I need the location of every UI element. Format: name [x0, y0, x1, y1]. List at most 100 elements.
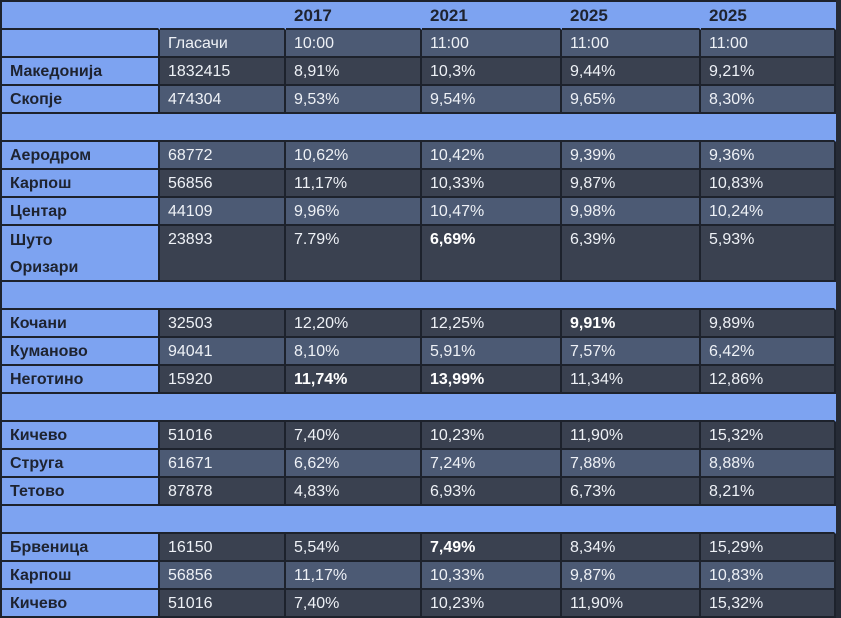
region-name: Кичево [2, 590, 160, 618]
table-row: Брвеница 16150 5,54% 7,49% 8,34% 15,29% [2, 534, 836, 562]
pct-2025a: 7,88% [562, 450, 701, 478]
pct-2021: 13,99% [422, 366, 562, 394]
pct-2025a: 9,87% [562, 562, 701, 590]
pct-2025b: 5,93% [701, 226, 836, 282]
region-name: Скопје [2, 86, 160, 114]
table-body: Македонија 1832415 8,91% 10,3% 9,44% 9,2… [2, 58, 836, 618]
voters-count: 87878 [160, 478, 286, 506]
pct-2025b: 12,86% [701, 366, 836, 394]
pct-2025a: 11,90% [562, 590, 701, 618]
voters-header: Гласачи [160, 30, 286, 58]
table-row: Куманово 94041 8,10% 5,91% 7,57% 6,42% [2, 338, 836, 366]
time-header-row: Гласачи 10:00 11:00 11:00 11:00 [2, 30, 836, 58]
pct-2017: 9,53% [286, 86, 422, 114]
table-row: Аеродром 68772 10,62% 10,42% 9,39% 9,36% [2, 142, 836, 170]
voters-count: 51016 [160, 590, 286, 618]
time-header-2021: 11:00 [422, 30, 562, 58]
spacer-row [2, 394, 836, 422]
pct-2021: 10,23% [422, 422, 562, 450]
table-row: Карпош 56856 11,17% 10,33% 9,87% 10,83% [2, 562, 836, 590]
voters-count: 68772 [160, 142, 286, 170]
pct-2021: 10,42% [422, 142, 562, 170]
pct-2025a: 6,39% [562, 226, 701, 282]
spacer-cell [2, 114, 836, 142]
pct-2025b: 8,21% [701, 478, 836, 506]
pct-2021: 7,49% [422, 534, 562, 562]
time-header-2025a: 11:00 [562, 30, 701, 58]
time-header-2025b: 11:00 [701, 30, 836, 58]
pct-2021: 6,93% [422, 478, 562, 506]
pct-2021: 7,24% [422, 450, 562, 478]
table-row: Шуто Оризари 23893 7.79% 6,69% 6,39% 5,9… [2, 226, 836, 282]
pct-2025a: 7,57% [562, 338, 701, 366]
pct-2017: 7,40% [286, 422, 422, 450]
pct-2021: 12,25% [422, 310, 562, 338]
pct-2021: 6,69% [422, 226, 562, 282]
voters-count: 1832415 [160, 58, 286, 86]
table-row: Струга 61671 6,62% 7,24% 7,88% 8,88% [2, 450, 836, 478]
table-row: Македонија 1832415 8,91% 10,3% 9,44% 9,2… [2, 58, 836, 86]
pct-2025b: 10,24% [701, 198, 836, 226]
time-header-2017: 10:00 [286, 30, 422, 58]
pct-2017: 9,96% [286, 198, 422, 226]
region-name: Неготино [2, 366, 160, 394]
year-header-2021: 2021 [422, 2, 562, 30]
region-name: Струга [2, 450, 160, 478]
corner-cell [2, 2, 160, 30]
pct-2025a: 9,65% [562, 86, 701, 114]
year-header-2017: 2017 [286, 2, 422, 30]
table-row: Кичево 51016 7,40% 10,23% 11,90% 15,32% [2, 590, 836, 618]
pct-2017: 7,40% [286, 590, 422, 618]
spacer-cell [2, 506, 836, 534]
pct-2025b: 9,89% [701, 310, 836, 338]
pct-2021: 5,91% [422, 338, 562, 366]
pct-2025a: 9,39% [562, 142, 701, 170]
pct-2021: 10,33% [422, 562, 562, 590]
pct-2025b: 8,30% [701, 86, 836, 114]
pct-2025a: 9,44% [562, 58, 701, 86]
region-name: Кочани [2, 310, 160, 338]
spacer-cell [2, 394, 836, 422]
pct-2025a: 8,34% [562, 534, 701, 562]
pct-2017: 11,17% [286, 562, 422, 590]
pct-2025a: 9,91% [562, 310, 701, 338]
pct-2017: 4,83% [286, 478, 422, 506]
region-name: Карпош [2, 170, 160, 198]
voters-count: 15920 [160, 366, 286, 394]
pct-2017: 7.79% [286, 226, 422, 282]
table-row: Тетово 87878 4,83% 6,93% 6,73% 8,21% [2, 478, 836, 506]
region-name: Центар [2, 198, 160, 226]
pct-2025a: 11,90% [562, 422, 701, 450]
voters-count: 23893 [160, 226, 286, 282]
table-row: Кочани 32503 12,20% 12,25% 9,91% 9,89% [2, 310, 836, 338]
pct-2025b: 15,32% [701, 422, 836, 450]
voters-count: 56856 [160, 170, 286, 198]
voters-count: 51016 [160, 422, 286, 450]
voters-count: 32503 [160, 310, 286, 338]
table-row: Кичево 51016 7,40% 10,23% 11,90% 15,32% [2, 422, 836, 450]
pct-2025b: 8,88% [701, 450, 836, 478]
spacer-cell [2, 282, 836, 310]
region-name: Тетово [2, 478, 160, 506]
year-header-2025a: 2025 [562, 2, 701, 30]
pct-2017: 8,10% [286, 338, 422, 366]
pct-2025a: 9,87% [562, 170, 701, 198]
pct-2021: 10,3% [422, 58, 562, 86]
pct-2017: 6,62% [286, 450, 422, 478]
pct-2017: 8,91% [286, 58, 422, 86]
pct-2021: 10,33% [422, 170, 562, 198]
spacer-row [2, 114, 836, 142]
pct-2021: 9,54% [422, 86, 562, 114]
spacer-row [2, 506, 836, 534]
pct-2025b: 15,29% [701, 534, 836, 562]
region-name: Шуто Оризари [2, 226, 160, 282]
pct-2025b: 10,83% [701, 562, 836, 590]
pct-2025b: 9,36% [701, 142, 836, 170]
pct-2025b: 6,42% [701, 338, 836, 366]
pct-2017: 10,62% [286, 142, 422, 170]
table-row: Центар 44109 9,96% 10,47% 9,98% 10,24% [2, 198, 836, 226]
region-name: Карпош [2, 562, 160, 590]
pct-2025a: 9,98% [562, 198, 701, 226]
year-header-row: 2017 2021 2025 2025 [2, 2, 836, 30]
